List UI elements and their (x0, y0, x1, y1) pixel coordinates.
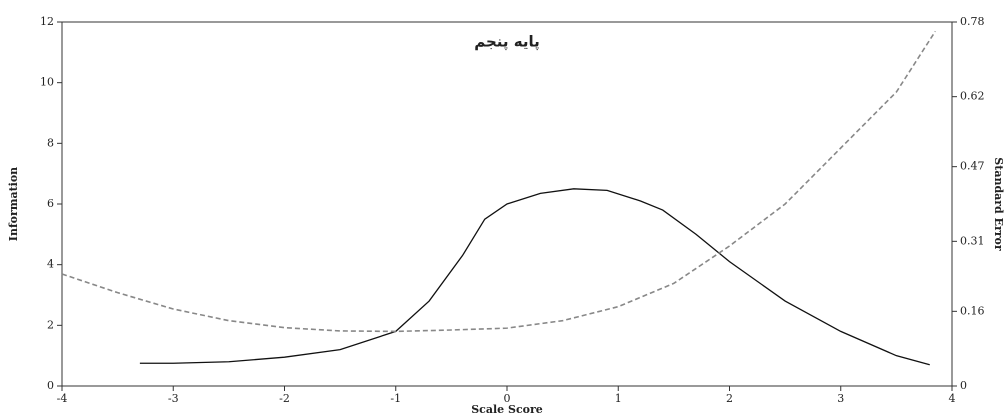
x-tick-label: 0 (504, 392, 511, 405)
y2-tick-label: 0 (960, 379, 967, 392)
y2-tick-label: 0.16 (960, 304, 985, 317)
y-tick-label: 10 (40, 76, 54, 89)
x-tick-label: -4 (57, 392, 68, 405)
x-tick-label: 1 (615, 392, 622, 405)
y-tick-label: 6 (47, 197, 54, 210)
y2-tick-label: 0.62 (960, 90, 985, 103)
y2-axis-label: Standard Error (992, 157, 1005, 251)
x-tick-label: -1 (390, 392, 401, 405)
y-tick-label: 0 (47, 379, 54, 392)
y-tick-label: 4 (47, 258, 54, 271)
chart-title: پایه پنجم (474, 33, 540, 52)
y-tick-label: 12 (40, 15, 54, 28)
y2-tick-label: 0.47 (960, 160, 985, 173)
y-axis-label: Information (7, 167, 20, 241)
y-tick-label: 8 (47, 136, 54, 149)
series-line (139, 188, 930, 366)
x-tick-label: 4 (949, 392, 956, 405)
x-axis-label: Scale Score (471, 403, 543, 416)
y-tick-label: 2 (47, 318, 54, 331)
x-tick-label: -3 (168, 392, 179, 405)
y2-tick-label: 0.78 (960, 15, 985, 28)
series-line (61, 30, 936, 333)
x-tick-label: -2 (279, 392, 290, 405)
x-tick-label: 2 (726, 392, 733, 405)
y2-tick-label: 0.31 (960, 234, 985, 247)
x-tick-label: 3 (837, 392, 844, 405)
